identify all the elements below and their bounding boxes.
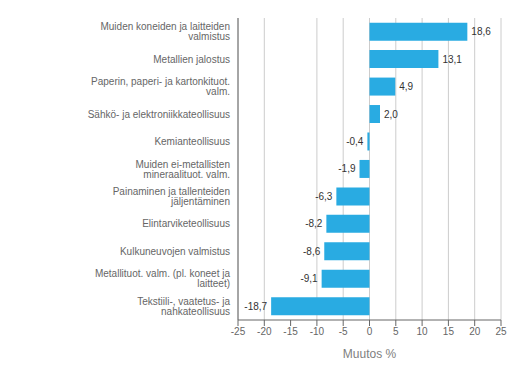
- svg-text:18,6: 18,6: [471, 26, 491, 37]
- svg-text:-15: -15: [283, 326, 298, 337]
- svg-text:13,1: 13,1: [442, 54, 462, 65]
- svg-text:Metallituot. valm. (pl. koneet: Metallituot. valm. (pl. koneet jalaittee…: [95, 268, 230, 289]
- svg-text:-8,6: -8,6: [303, 246, 321, 257]
- svg-text:10: 10: [417, 326, 429, 337]
- svg-text:4,9: 4,9: [399, 81, 413, 92]
- svg-text:-6,3: -6,3: [315, 191, 333, 202]
- svg-text:0: 0: [367, 326, 373, 337]
- svg-text:-10: -10: [310, 326, 325, 337]
- svg-text:-9,1: -9,1: [300, 273, 318, 284]
- svg-text:-20: -20: [257, 326, 272, 337]
- svg-text:Metallien jalostus: Metallien jalostus: [153, 54, 230, 65]
- svg-text:-25: -25: [231, 326, 246, 337]
- svg-text:Muiden koneiden ja laitteidenv: Muiden koneiden ja laitteidenvalmistus: [100, 21, 230, 42]
- svg-text:Muutos %: Muutos %: [343, 347, 397, 361]
- svg-text:Sähkö- ja elektroniikkateollis: Sähkö- ja elektroniikkateollisuus: [88, 109, 230, 120]
- svg-text:Kemianteollisuus: Kemianteollisuus: [154, 136, 230, 147]
- svg-text:-18,7: -18,7: [244, 301, 267, 312]
- svg-text:-5: -5: [339, 326, 348, 337]
- svg-text:2,0: 2,0: [384, 109, 398, 120]
- svg-text:Elintarviketeollisuus: Elintarviketeollisuus: [142, 218, 230, 229]
- svg-text:-1,9: -1,9: [338, 163, 356, 174]
- svg-text:15: 15: [443, 326, 455, 337]
- svg-text:25: 25: [495, 326, 507, 337]
- svg-text:Muiden ei-metallistenmineraali: Muiden ei-metallistenmineraalituot. valm…: [136, 159, 231, 180]
- svg-text:Paperin, paperi- ja kartonkitu: Paperin, paperi- ja kartonkituot.valm.: [91, 76, 230, 97]
- svg-text:Painaminen ja tallenteidenjälj: Painaminen ja tallenteidenjäljentäminen: [113, 186, 230, 207]
- svg-text:-0,4: -0,4: [346, 136, 364, 147]
- svg-text:Tekstiili-, vaatetus- janahkat: Tekstiili-, vaatetus- janahkateollisuus: [137, 296, 230, 317]
- svg-text:-8,2: -8,2: [305, 218, 323, 229]
- svg-text:Kulkuneuvojen valmistus: Kulkuneuvojen valmistus: [120, 246, 230, 257]
- svg-text:5: 5: [393, 326, 399, 337]
- svg-text:20: 20: [469, 326, 481, 337]
